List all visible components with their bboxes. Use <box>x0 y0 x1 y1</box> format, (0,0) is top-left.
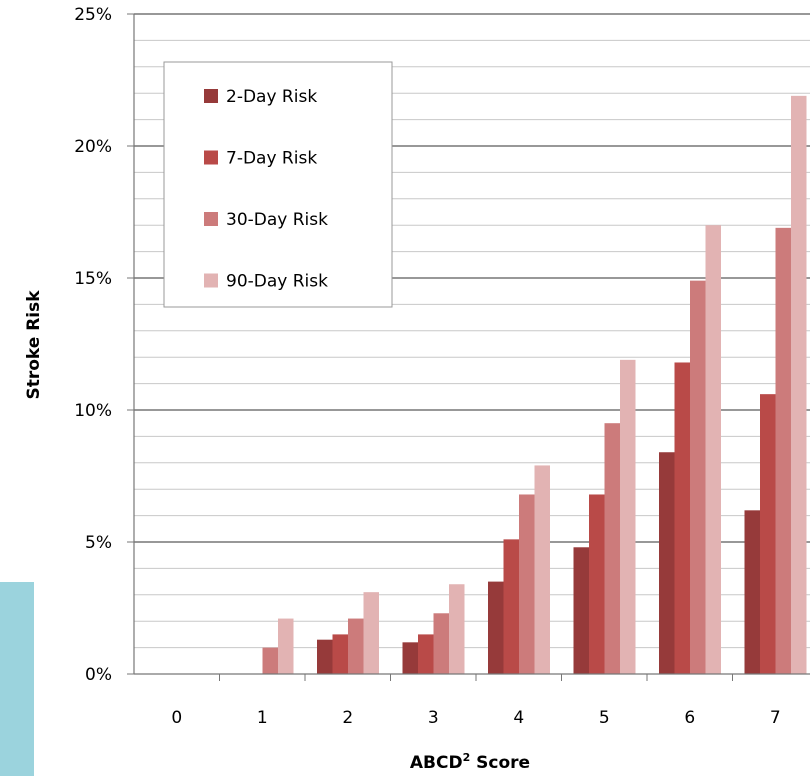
x-tick-label: 2 <box>342 708 353 728</box>
bar <box>659 452 675 674</box>
bar <box>332 634 348 674</box>
bar <box>534 465 550 674</box>
x-tick-label: 1 <box>257 708 268 728</box>
legend-swatch <box>204 212 218 226</box>
x-tick-labels: 0 1 2 3 4 5 6 7 <box>171 708 780 728</box>
bar <box>620 359 636 674</box>
bar <box>317 639 333 674</box>
bar <box>573 547 589 674</box>
x-tick-label: 4 <box>513 708 524 728</box>
y-tick-label: 10% <box>74 401 112 421</box>
x-tick-label: 0 <box>171 708 182 728</box>
bar <box>791 95 807 675</box>
bar <box>519 494 535 674</box>
axes <box>127 13 810 681</box>
bar <box>449 584 465 674</box>
legend: 2-Day Risk 7-Day Risk 30-Day Risk 90-Day Ri… <box>163 61 393 308</box>
y-tick-label: 0% <box>85 665 112 685</box>
bar <box>744 510 760 674</box>
bar <box>418 634 434 674</box>
y-tick-labels: 0% 5% 10% 15% 20% 25% <box>74 5 112 685</box>
x-axis-title-main: ABCD <box>410 753 463 773</box>
legend-label: 7-Day Risk <box>226 149 317 169</box>
sidebar-accent-panel <box>0 582 34 776</box>
bar <box>775 227 791 674</box>
bars <box>262 95 807 675</box>
y-tick-label: 15% <box>74 269 112 289</box>
legend-swatch <box>204 150 218 165</box>
legend-label: 30-Day Risk <box>226 210 328 230</box>
bar <box>402 642 418 674</box>
bar <box>433 613 449 674</box>
y-axis-title: Stroke Risk <box>24 290 44 400</box>
bar <box>589 494 605 674</box>
y-tick-label: 20% <box>74 137 112 157</box>
legend-swatch <box>204 89 218 103</box>
bar <box>278 618 294 674</box>
legend-swatch <box>204 273 218 288</box>
y-tick-label: 5% <box>85 533 112 553</box>
bar <box>488 581 504 674</box>
bar <box>262 647 278 674</box>
x-axis-title: ABCD2 Score <box>410 751 530 773</box>
bar <box>690 280 706 674</box>
bar <box>503 539 519 674</box>
x-tick-label: 3 <box>428 708 439 728</box>
y-tick-label: 25% <box>74 5 112 25</box>
legend-label: 2-Day Risk <box>226 87 317 107</box>
bar <box>363 592 379 674</box>
x-tick-label: 5 <box>599 708 610 728</box>
legend-label: 90-Day Risk <box>226 272 328 292</box>
bar <box>604 423 620 674</box>
bar <box>760 394 776 674</box>
bar <box>705 225 721 674</box>
x-axis-title-suffix: Score <box>470 753 530 773</box>
x-tick-label: 7 <box>770 708 781 728</box>
bar <box>674 362 690 674</box>
legend-box <box>163 61 393 308</box>
x-axis-title-superscript: 2 <box>463 751 471 764</box>
bar <box>348 618 364 674</box>
x-tick-label: 6 <box>684 708 695 728</box>
